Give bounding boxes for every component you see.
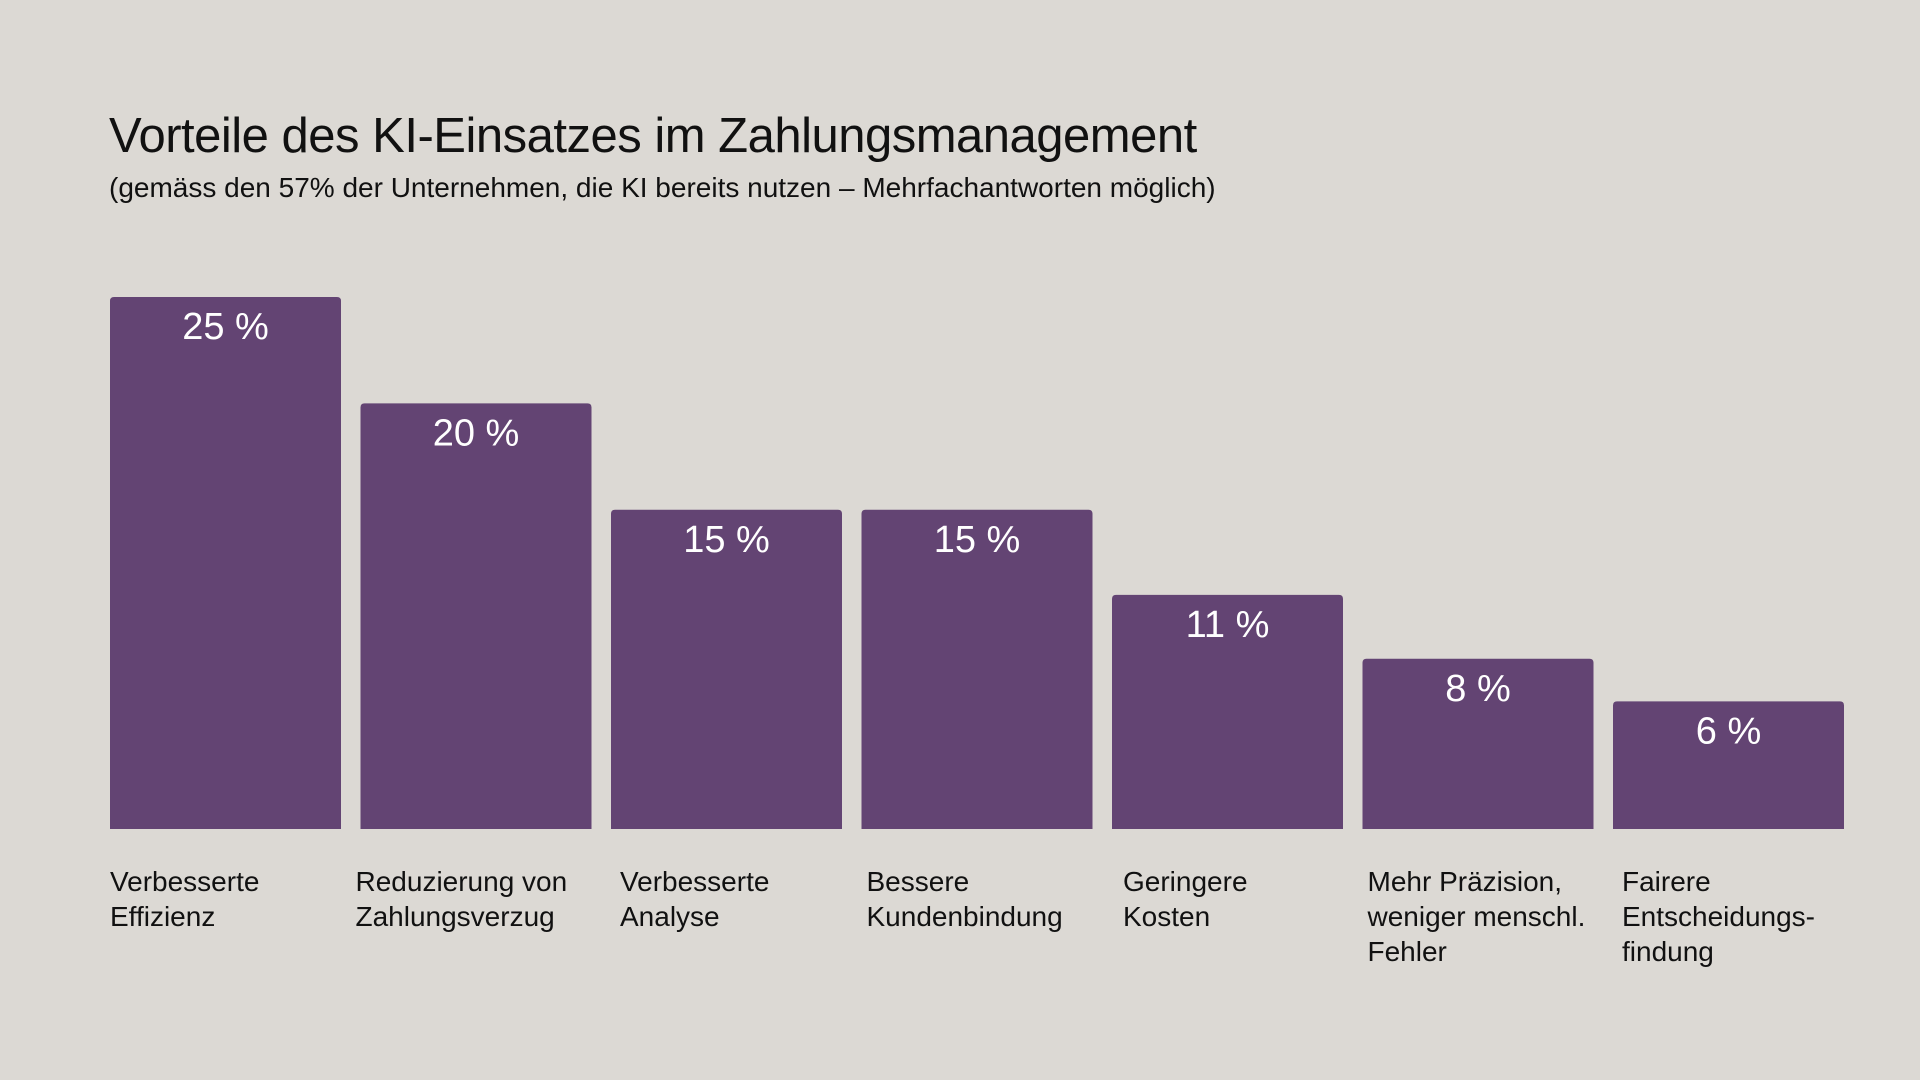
category-label: Reduzierung von Zahlungsverzug [356, 866, 568, 932]
bar [110, 297, 341, 829]
category-label-line: Bessere [867, 866, 970, 897]
bar [1112, 594, 1343, 829]
category-label-line: Analyse [620, 901, 720, 932]
category-label-line: Entscheidungs- [1622, 901, 1815, 932]
bar [360, 403, 592, 829]
bar [1362, 658, 1594, 829]
category-label-line: Mehr Präzision, [1368, 866, 1563, 897]
category-label-line: findung [1622, 936, 1714, 967]
category-label-line: weniger menschl. [1367, 901, 1586, 932]
category-label-line: Kundenbindung [867, 901, 1063, 932]
category-label: Geringere Kosten [1123, 866, 1248, 932]
category-label-line: Geringere [1123, 866, 1248, 897]
category-label-line: Kosten [1123, 901, 1210, 932]
category-label-line: Verbesserte [620, 866, 769, 897]
bar-value-label: 8 % [1445, 668, 1510, 710]
category-label-line: Reduzierung von [356, 866, 568, 897]
bars-group [110, 297, 1844, 829]
category-label: Verbesserte Analyse [620, 866, 769, 932]
bar-value-label: 20 % [433, 412, 520, 454]
category-label-line: Effizienz [110, 901, 215, 932]
chart-title: Vorteile des KI-Einsatzes im Zahlungsman… [109, 109, 1197, 163]
bar-value-label: 15 % [683, 519, 770, 561]
category-label: Mehr Präzision, weniger menschl. Fehler [1367, 866, 1586, 967]
category-label: Verbesserte Effizienz [110, 866, 259, 932]
category-label: Fairere Entscheidungs-findung [1622, 866, 1815, 967]
category-label-line: Verbesserte [110, 866, 259, 897]
bar-value-label: 25 % [182, 306, 269, 348]
bar-value-label: 6 % [1696, 710, 1761, 752]
category-label-line: Zahlungsverzug [356, 901, 555, 932]
category-label: Bessere Kundenbindung [867, 866, 1063, 932]
bar [1613, 701, 1844, 829]
category-label-line: Fairere [1622, 866, 1711, 897]
bar-value-label: 15 % [934, 519, 1021, 561]
chart-subtitle: (gemäss den 57% der Unternehmen, die KI … [109, 172, 1216, 203]
bar [861, 509, 1093, 829]
bar [611, 509, 842, 829]
category-labels-group: Verbesserte Effizienz Reduzierung von Zahlu… [110, 866, 1815, 967]
category-label-line: Fehler [1368, 936, 1447, 967]
bar-value-labels-group: 25 % 20 % 15 % 15 % 11 % 8 % 6 % [182, 306, 1761, 752]
bar-value-label: 11 % [1186, 604, 1270, 646]
